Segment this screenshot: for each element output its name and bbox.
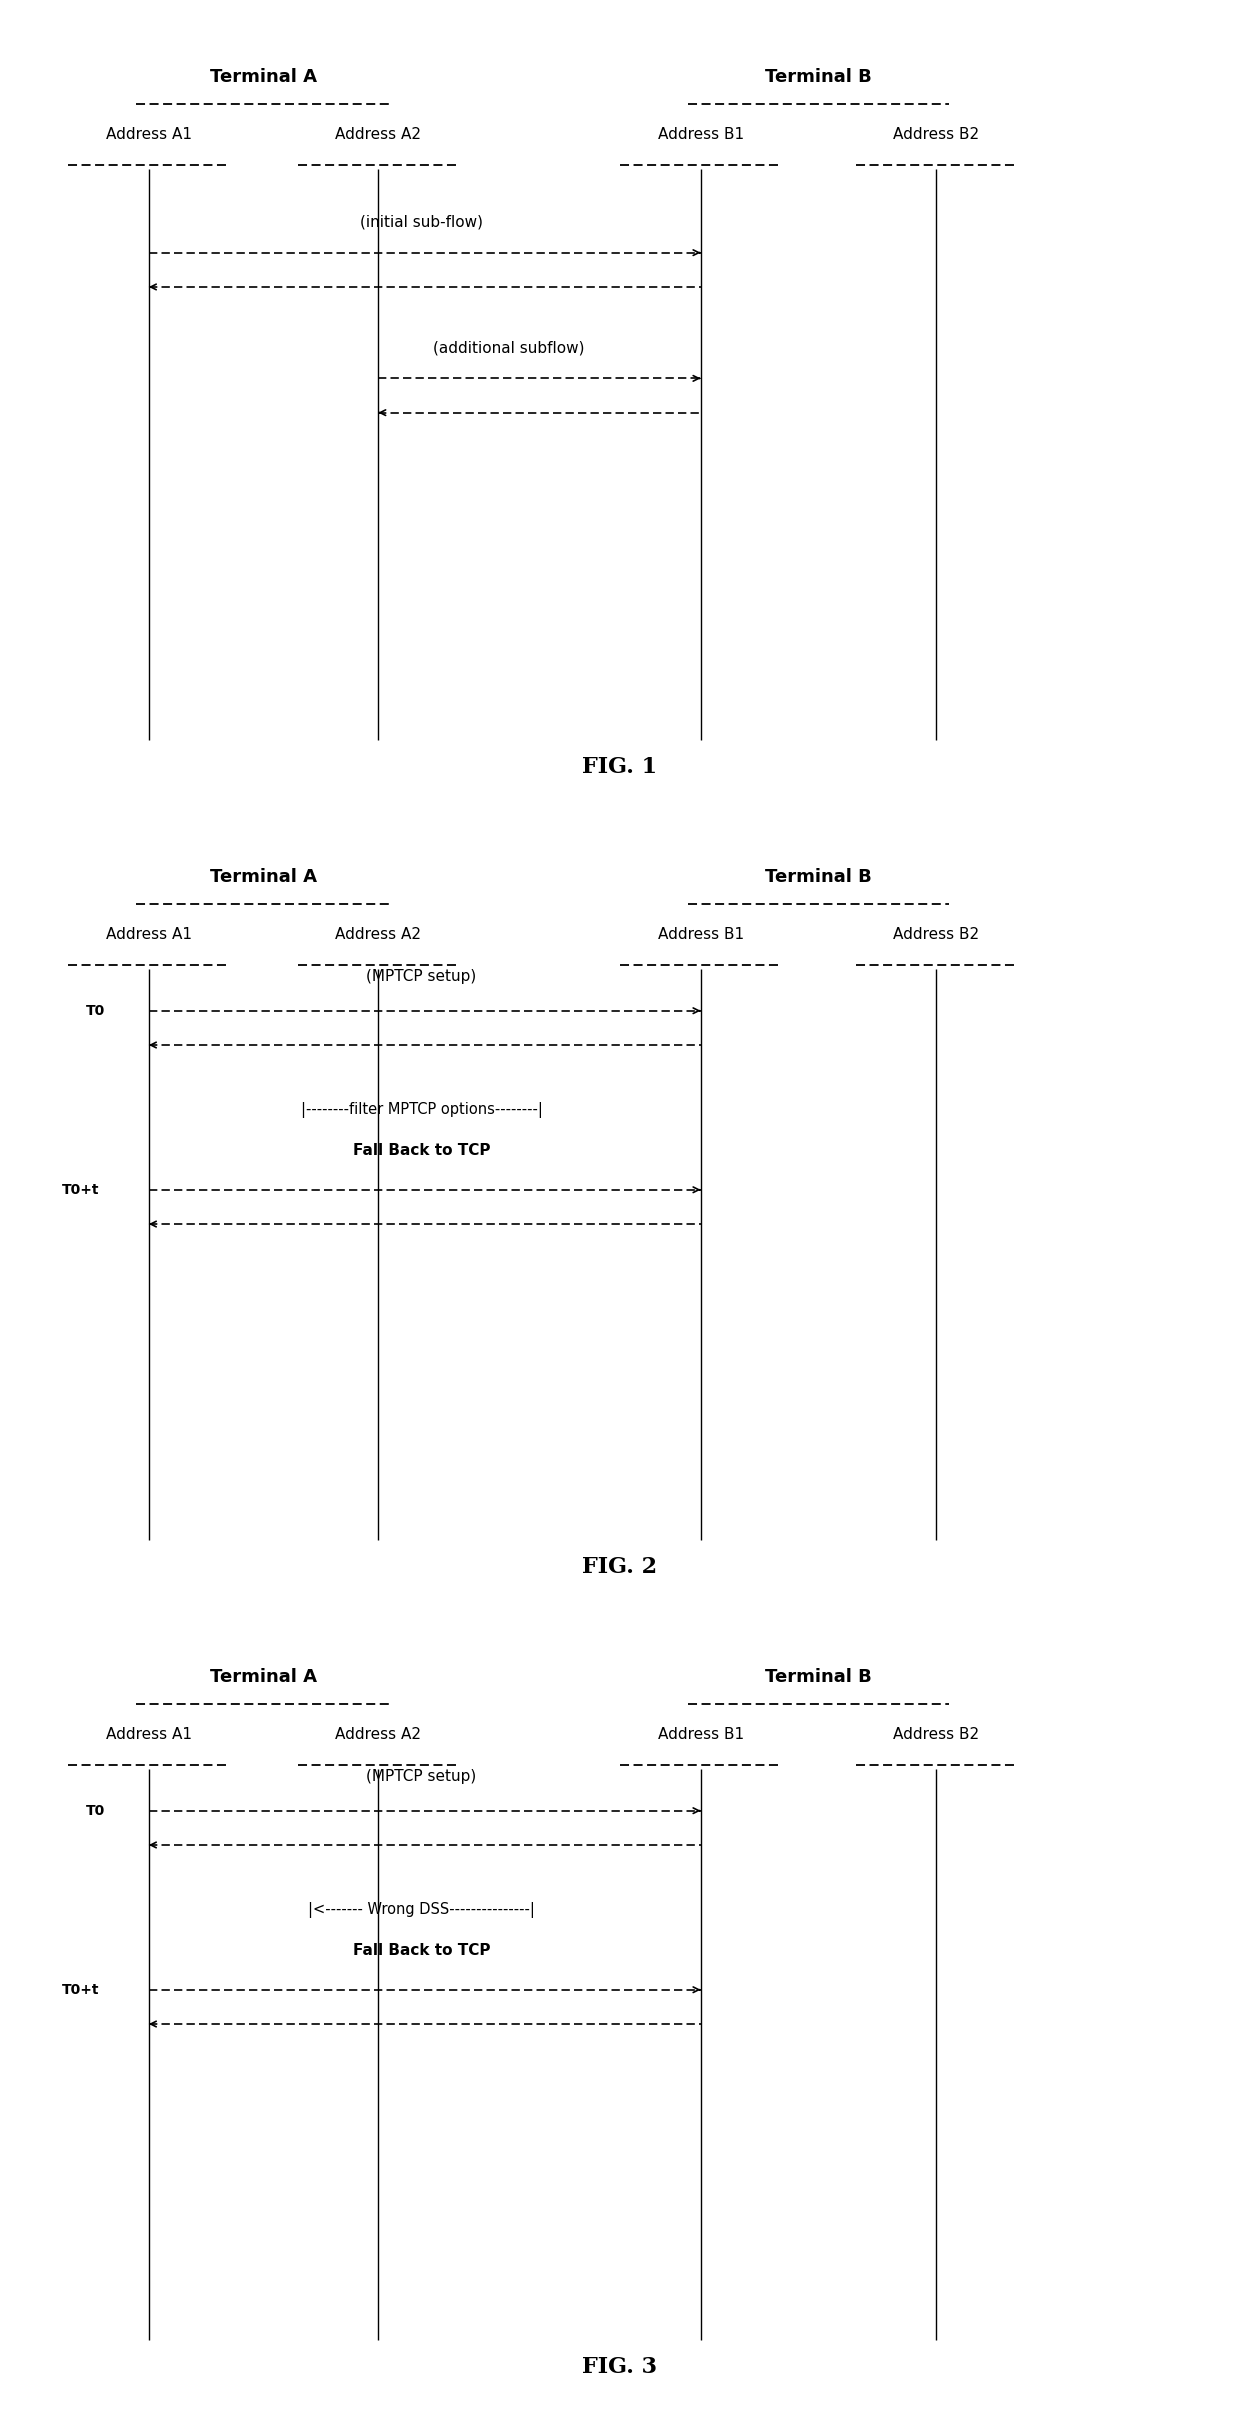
Text: Address A1: Address A1 (105, 928, 192, 942)
Text: Terminal A: Terminal A (210, 868, 317, 887)
Text: Address A1: Address A1 (105, 1728, 192, 1742)
Text: (MPTCP setup): (MPTCP setup) (367, 1769, 476, 1783)
Text: T0: T0 (86, 1003, 105, 1017)
Text: Address B1: Address B1 (657, 1728, 744, 1742)
Text: Terminal A: Terminal A (210, 1668, 317, 1687)
Text: T0: T0 (86, 1803, 105, 1817)
Text: (additional subflow): (additional subflow) (433, 340, 584, 354)
Text: Address A2: Address A2 (335, 128, 422, 142)
Text: |<------- Wrong DSS---------------|: |<------- Wrong DSS---------------| (309, 1901, 534, 1918)
Text: FIG. 2: FIG. 2 (583, 1557, 657, 1579)
Text: Address B1: Address B1 (657, 928, 744, 942)
Text: Fall Back to TCP: Fall Back to TCP (353, 1942, 490, 1957)
Text: Terminal A: Terminal A (210, 67, 317, 87)
Text: Terminal B: Terminal B (765, 868, 872, 887)
Text: Address A1: Address A1 (105, 128, 192, 142)
Text: Address A2: Address A2 (335, 928, 422, 942)
Text: T0+t: T0+t (62, 1983, 99, 1998)
Text: (MPTCP setup): (MPTCP setup) (367, 969, 476, 983)
Text: FIG. 1: FIG. 1 (583, 757, 657, 778)
Text: Fall Back to TCP: Fall Back to TCP (353, 1142, 490, 1157)
Text: T0+t: T0+t (62, 1183, 99, 1198)
Text: Address B1: Address B1 (657, 128, 744, 142)
Text: Terminal B: Terminal B (765, 1668, 872, 1687)
Text: (initial sub-flow): (initial sub-flow) (360, 214, 484, 229)
Text: Terminal B: Terminal B (765, 67, 872, 87)
Text: Address A2: Address A2 (335, 1728, 422, 1742)
Text: Address B2: Address B2 (893, 128, 980, 142)
Text: Address B2: Address B2 (893, 1728, 980, 1742)
Text: FIG. 3: FIG. 3 (583, 2357, 657, 2379)
Text: |--------filter MPTCP options--------|: |--------filter MPTCP options--------| (300, 1101, 543, 1118)
Text: Address B2: Address B2 (893, 928, 980, 942)
